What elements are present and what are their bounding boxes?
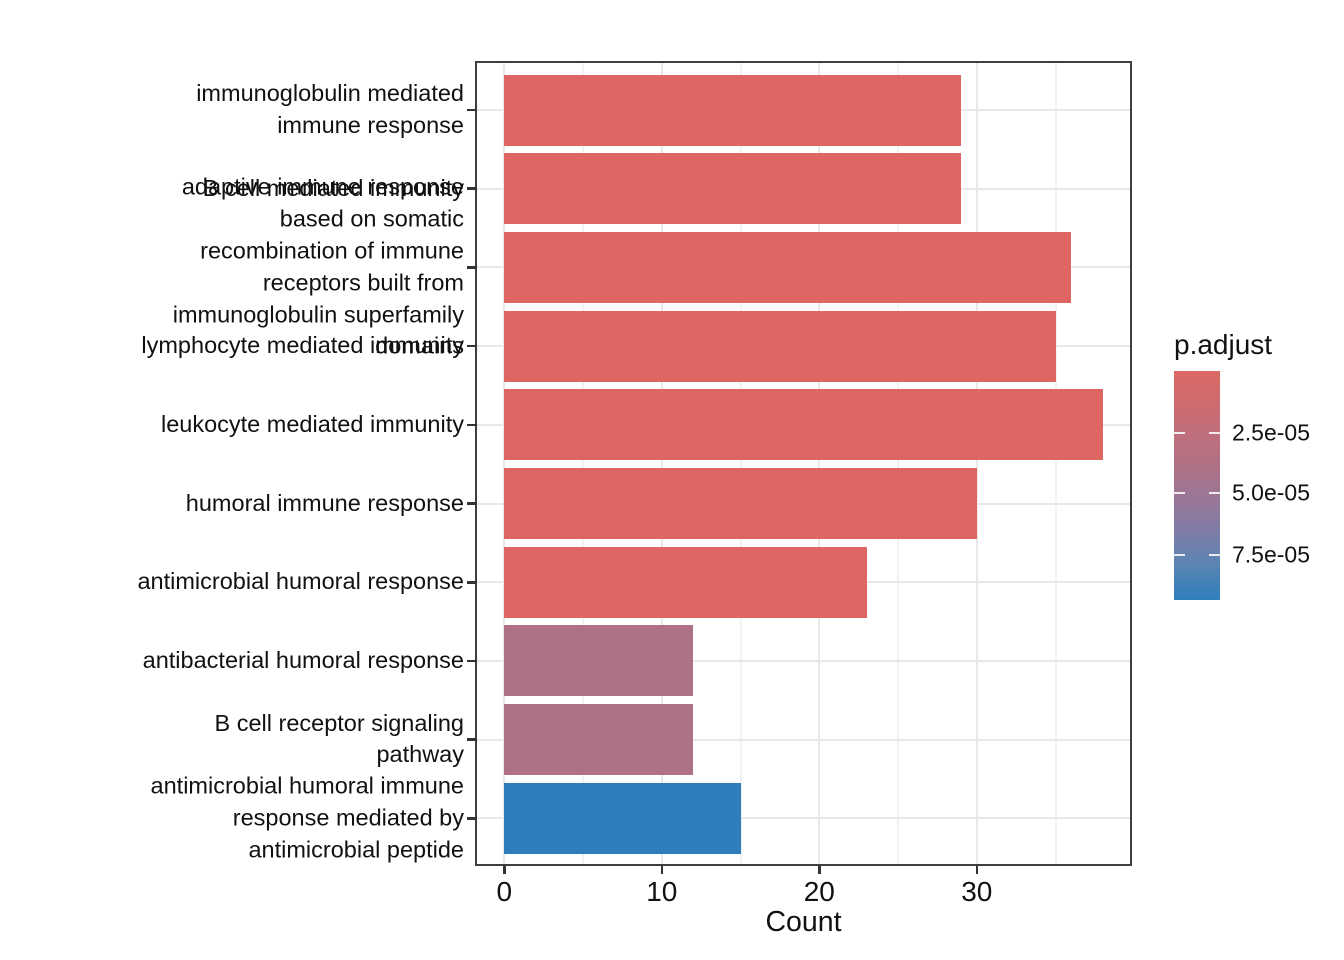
y-axis-label-line: antibacterial humoral response	[142, 646, 464, 673]
x-axis-tick	[660, 866, 663, 874]
legend-tick-left	[1174, 431, 1185, 435]
gridline-x-major	[975, 63, 978, 864]
y-axis-tick	[467, 266, 477, 269]
gridline-x-major	[818, 63, 821, 864]
legend-tick-right	[1209, 553, 1220, 557]
y-axis-label-line: antimicrobial humoral immune	[150, 772, 464, 799]
y-axis-label: antimicrobial humoral response	[137, 566, 464, 598]
gridline-x-minor	[582, 63, 584, 864]
y-axis-label-line: B cell mediated immunity	[202, 174, 464, 201]
gridline-x-major	[503, 63, 506, 864]
gridline-y-major	[477, 817, 1130, 820]
y-axis-tick	[467, 502, 477, 505]
gridline-x-minor	[1054, 63, 1057, 864]
bar	[504, 153, 962, 225]
y-axis-label-line: humoral immune response	[185, 489, 464, 516]
y-axis-tick	[467, 581, 477, 584]
x-axis-tick	[503, 866, 506, 874]
y-axis-label-line: pathway	[376, 741, 464, 768]
y-axis-label-line: immune response	[277, 112, 464, 138]
x-axis-tick-label: 30	[961, 876, 993, 907]
legend-colorbar	[1174, 371, 1220, 600]
y-axis-tick	[467, 659, 477, 663]
bar	[504, 310, 1056, 382]
bar	[504, 704, 694, 776]
y-axis-label-line: immunoglobulin superfamily	[172, 301, 464, 328]
y-axis-tick	[467, 423, 477, 427]
y-axis-label-line: domains	[375, 332, 464, 359]
y-axis-label: antibacterial humoral response	[143, 645, 464, 677]
y-axis-label-line: antimicrobial humoral response	[137, 568, 464, 595]
gridline-x-minor	[897, 63, 900, 864]
y-axis-label: humoral immune response	[186, 488, 464, 520]
x-axis-tick-label: 0	[496, 876, 513, 907]
y-axis-tick	[467, 817, 477, 820]
legend-title: p.adjust	[1174, 329, 1273, 360]
bar	[504, 782, 741, 854]
y-axis-label: immunoglobulin mediated immune response	[196, 78, 464, 142]
y-axis-label-line: recombination of immune	[200, 237, 464, 264]
y-axis-label-line: response mediated by	[232, 804, 464, 831]
gridline-y-major	[477, 738, 1130, 741]
legend-tick-left	[1174, 491, 1185, 495]
x-axis-tick	[975, 866, 978, 874]
plot-panel	[475, 61, 1132, 866]
legend-tick-label: 2.5e-05	[1232, 419, 1311, 446]
y-axis-tick	[467, 108, 477, 112]
y-axis-label-line: receptors built from	[262, 269, 464, 296]
y-axis-label-line: antimicrobial peptide	[248, 836, 464, 863]
legend-tick-left	[1174, 553, 1185, 557]
bar	[504, 468, 977, 539]
y-axis-label-line: immunoglobulin mediated	[196, 80, 464, 107]
y-axis-label: antimicrobial humoral immune response med…	[151, 771, 464, 866]
gridline-x-minor	[739, 63, 742, 864]
legend-tick-right	[1209, 491, 1220, 495]
y-axis-label: leukocyte mediated immunity	[161, 409, 464, 441]
y-axis-label: B cell mediated immunity	[203, 173, 464, 205]
bar	[504, 625, 694, 697]
y-axis-label-line: based on somatic	[279, 205, 464, 232]
y-axis-label-line: B cell receptor signaling	[214, 709, 465, 736]
legend-tick-label: 5.0e-05	[1232, 479, 1311, 506]
y-axis-label-line: lymphocyte mediated immunity	[141, 332, 464, 359]
y-axis-label: adaptive immune response based on somatic…	[173, 172, 464, 363]
bar	[504, 231, 1072, 303]
gridline-x-major	[660, 63, 663, 864]
y-axis-label-line: leukocyte mediated immunity	[160, 410, 464, 437]
legend-tick-right	[1209, 431, 1220, 435]
y-axis-label-line: adaptive immune response	[181, 174, 464, 200]
y-axis-tick	[467, 738, 477, 741]
gridline-y-major	[477, 659, 1130, 662]
bar	[504, 546, 867, 618]
x-axis-tick-label: 10	[646, 876, 678, 907]
legend-tick-label: 7.5e-05	[1232, 541, 1311, 568]
y-axis-label: B cell receptor signaling pathway	[215, 708, 465, 772]
x-axis-tick	[818, 866, 821, 874]
y-axis-tick	[467, 187, 477, 190]
y-axis-tick	[467, 344, 477, 348]
bar	[504, 74, 962, 146]
bar	[504, 389, 1103, 461]
y-axis-label: lymphocyte mediated immunity	[141, 330, 464, 362]
x-axis-tick-label: 20	[803, 876, 835, 907]
x-axis-title: Count	[765, 906, 842, 938]
